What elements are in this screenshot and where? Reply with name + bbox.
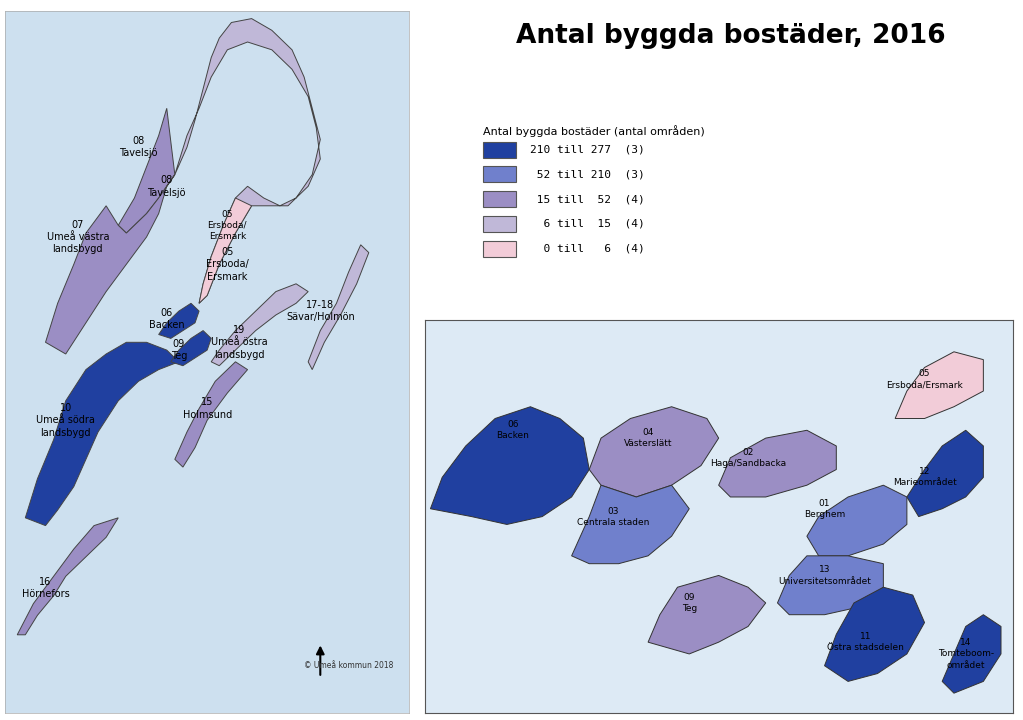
Text: 14
Tomteboom-
området: 14 Tomteboom- området	[938, 639, 993, 670]
Text: 03
Centrala staden: 03 Centrala staden	[577, 507, 649, 526]
Text: 04
Västerslätt: 04 Västerslätt	[624, 428, 672, 448]
Text: 13
Universitetsområdet: 13 Universitetsområdet	[779, 565, 871, 585]
Text: 12
Marieområdet: 12 Marieområdet	[893, 467, 957, 487]
Polygon shape	[942, 615, 1002, 693]
Text: 210 till 277  (3): 210 till 277 (3)	[530, 145, 646, 155]
Text: 0 till   6  (4): 0 till 6 (4)	[530, 243, 646, 253]
Bar	[483, 191, 516, 207]
Text: © Umeå kommun 2018: © Umeå kommun 2018	[304, 662, 393, 670]
Text: 09
Teg: 09 Teg	[681, 593, 697, 613]
Polygon shape	[159, 303, 199, 338]
Polygon shape	[308, 245, 369, 369]
Text: 02
Haga/Sandbacka: 02 Haga/Sandbacka	[710, 448, 786, 468]
Text: 08
Tavelsjö: 08 Tavelsjö	[147, 175, 186, 197]
Bar	[483, 240, 516, 257]
Polygon shape	[718, 431, 837, 497]
Bar	[483, 166, 516, 182]
Polygon shape	[175, 361, 248, 467]
Polygon shape	[906, 431, 983, 516]
Text: 6 till  15  (4): 6 till 15 (4)	[530, 219, 646, 229]
Text: 09
Teg: 09 Teg	[171, 339, 187, 361]
Polygon shape	[46, 174, 175, 354]
Text: 19
Umeå östra
landsbygd: 19 Umeå östra landsbygd	[211, 325, 268, 360]
Text: 52 till 210  (3): 52 till 210 (3)	[530, 169, 646, 179]
Polygon shape	[175, 19, 320, 303]
Bar	[483, 142, 516, 158]
Polygon shape	[589, 407, 718, 497]
Polygon shape	[17, 518, 119, 635]
Text: 16
Hörnefors: 16 Hörnefors	[21, 577, 70, 599]
Text: 15
Holmsund: 15 Holmsund	[182, 397, 232, 420]
Text: 15 till  52  (4): 15 till 52 (4)	[530, 194, 646, 204]
Text: 05
Ersboda/
Ersmark: 05 Ersboda/ Ersmark	[206, 247, 249, 282]
Polygon shape	[777, 556, 884, 615]
Polygon shape	[649, 575, 765, 654]
Polygon shape	[171, 330, 211, 366]
Text: Antal byggda bostäder (antal områden): Antal byggda bostäder (antal områden)	[483, 125, 705, 137]
Polygon shape	[199, 198, 252, 303]
Text: 05
Ersboda/
Ersmark: 05 Ersboda/ Ersmark	[208, 210, 248, 241]
Text: 10
Umeå södra
landsbygd: 10 Umeå södra landsbygd	[36, 403, 95, 438]
Text: 01
Berghem: 01 Berghem	[804, 499, 845, 519]
Polygon shape	[825, 588, 925, 681]
Text: 07
Umeå västra
landsbygd: 07 Umeå västra landsbygd	[47, 220, 109, 254]
Polygon shape	[807, 485, 906, 556]
Bar	[483, 216, 516, 232]
Text: 11
Östra stadsdelen: 11 Östra stadsdelen	[828, 632, 904, 652]
Polygon shape	[895, 352, 983, 418]
Polygon shape	[119, 108, 175, 233]
Polygon shape	[572, 485, 690, 564]
Polygon shape	[26, 342, 179, 526]
Text: Antal byggda bostäder, 2016: Antal byggda bostäder, 2016	[516, 23, 945, 49]
Text: 08
Tavelsjö: 08 Tavelsjö	[120, 136, 158, 158]
Text: 05
Ersboda/Ersmark: 05 Ersboda/Ersmark	[886, 369, 963, 390]
Text: 06
Backen: 06 Backen	[149, 307, 184, 330]
Text: 06
Backen: 06 Backen	[496, 420, 529, 441]
Text: 17-18
Sävar/Holmön: 17-18 Sävar/Holmön	[285, 300, 355, 323]
Polygon shape	[211, 284, 308, 366]
Polygon shape	[431, 407, 589, 524]
